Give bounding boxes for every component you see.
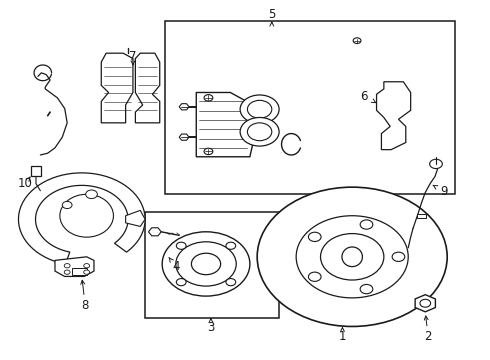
Circle shape (430, 159, 442, 168)
Ellipse shape (60, 194, 114, 237)
Bar (165, 21, 455, 194)
Polygon shape (179, 104, 189, 110)
Polygon shape (179, 134, 189, 140)
Ellipse shape (342, 247, 363, 267)
Polygon shape (196, 93, 252, 157)
Circle shape (296, 216, 408, 298)
Circle shape (162, 232, 250, 296)
Polygon shape (125, 210, 145, 226)
Circle shape (240, 95, 279, 123)
Circle shape (353, 38, 361, 44)
Text: 2: 2 (424, 330, 432, 343)
Polygon shape (415, 295, 436, 312)
Circle shape (192, 253, 220, 275)
Circle shape (226, 279, 236, 286)
Circle shape (64, 264, 70, 268)
Text: 10: 10 (17, 177, 32, 190)
Text: 4: 4 (172, 260, 179, 273)
Circle shape (62, 202, 72, 208)
Text: 1: 1 (339, 330, 346, 343)
Circle shape (84, 264, 90, 268)
Polygon shape (19, 173, 145, 264)
Circle shape (247, 100, 272, 118)
Circle shape (84, 270, 90, 274)
Text: 3: 3 (207, 321, 215, 334)
Text: 7: 7 (129, 50, 137, 63)
Polygon shape (135, 53, 160, 123)
Circle shape (360, 284, 373, 294)
Text: 5: 5 (268, 9, 275, 22)
Bar (30, 166, 41, 176)
Text: 9: 9 (440, 185, 447, 198)
Circle shape (240, 117, 279, 146)
Circle shape (204, 148, 213, 155)
Circle shape (176, 242, 236, 286)
Circle shape (420, 299, 431, 307)
Bar (72, 267, 87, 275)
Polygon shape (55, 257, 94, 276)
Polygon shape (101, 53, 133, 123)
Polygon shape (376, 82, 411, 150)
Circle shape (176, 279, 186, 286)
Circle shape (360, 220, 373, 229)
Circle shape (308, 272, 321, 282)
Text: 8: 8 (81, 298, 89, 311)
Circle shape (320, 234, 384, 280)
Circle shape (226, 242, 236, 249)
Bar (145, 212, 279, 318)
Text: 6: 6 (361, 90, 368, 103)
Circle shape (64, 270, 70, 274)
Bar (417, 214, 426, 217)
Circle shape (176, 242, 186, 249)
Circle shape (204, 95, 213, 101)
Circle shape (86, 190, 98, 199)
Circle shape (257, 187, 447, 327)
Circle shape (247, 123, 272, 141)
Circle shape (392, 252, 405, 261)
Polygon shape (148, 228, 161, 236)
Circle shape (308, 232, 321, 242)
